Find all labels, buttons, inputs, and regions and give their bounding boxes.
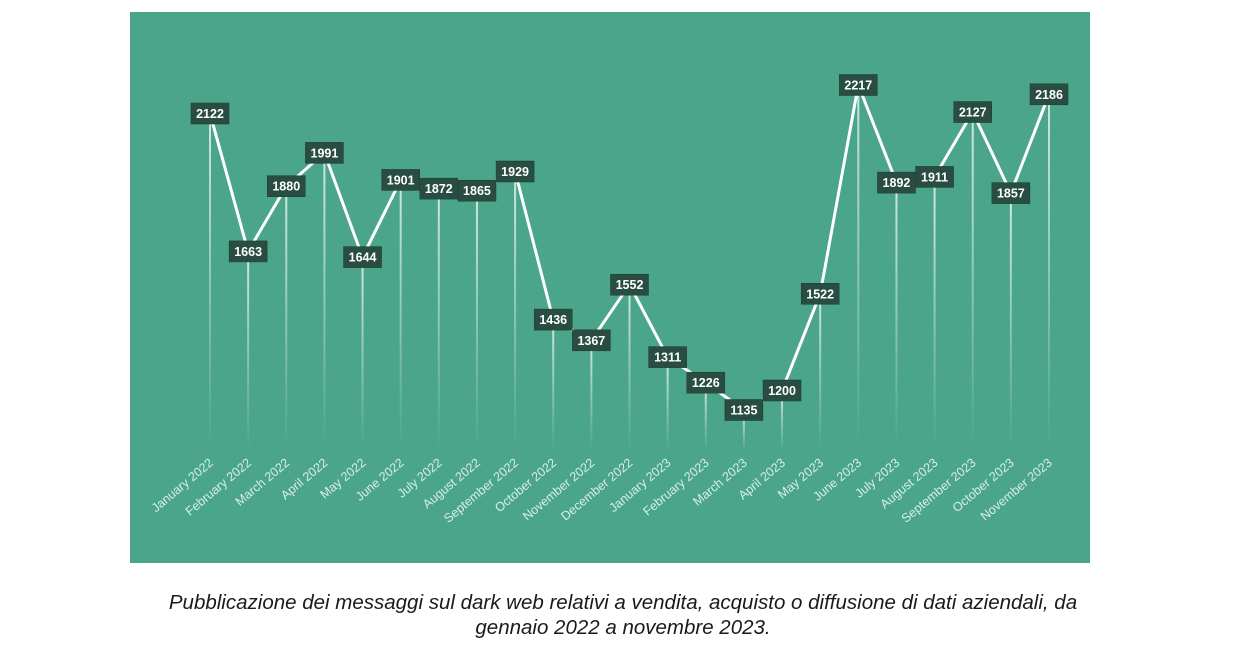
data-label: 1367 — [577, 334, 605, 348]
data-label-box — [915, 166, 954, 188]
drop-line — [971, 112, 974, 453]
drop-line — [1009, 193, 1012, 452]
data-label: 1663 — [234, 245, 262, 259]
figure-caption: Pubblicazione dei messaggi sul dark web … — [0, 590, 1246, 640]
x-tick-label: November 2023 — [978, 456, 1055, 524]
data-label: 1991 — [311, 146, 339, 160]
drop-line — [590, 340, 593, 452]
data-label: 1522 — [806, 287, 834, 301]
data-label-box — [953, 101, 992, 123]
drop-line — [704, 382, 707, 452]
data-label: 1226 — [692, 376, 720, 390]
drop-line — [361, 257, 364, 452]
data-label-box — [648, 346, 687, 368]
data-label-box — [1029, 83, 1069, 106]
data-label-box — [533, 308, 573, 331]
drop-line — [552, 319, 555, 452]
data-label-box — [190, 102, 230, 125]
data-label-box — [839, 74, 878, 96]
line-chart: 2122 1663 1880 1991 1644 1901 1872 1865 1929 1436… — [149, 74, 1069, 526]
data-label: 1880 — [272, 180, 300, 194]
drop-line — [819, 293, 822, 452]
data-label: 1929 — [501, 165, 529, 179]
caption-line-2: gennaio 2022 a novembre 2023. — [475, 616, 771, 639]
data-label: 1436 — [539, 313, 567, 327]
drop-line — [437, 188, 440, 452]
data-label: 1865 — [463, 184, 491, 198]
data-label: 1872 — [425, 182, 453, 196]
drop-line — [781, 390, 784, 452]
data-label: 1892 — [883, 176, 911, 190]
data-label: 2186 — [1035, 88, 1063, 102]
data-label-box — [610, 273, 649, 296]
data-label-box — [724, 399, 764, 421]
data-label: 1200 — [768, 384, 796, 398]
drop-line — [857, 85, 860, 452]
drop-line — [475, 190, 478, 452]
data-label: 1135 — [730, 404, 757, 418]
x-tick-label: February 2022 — [183, 456, 254, 519]
drop-line — [628, 284, 631, 452]
drop-line — [514, 171, 517, 452]
data-label-box — [457, 179, 497, 202]
caption-line-1: Pubblicazione dei messaggi sul dark web … — [168, 591, 1078, 614]
drop-line — [285, 186, 288, 452]
data-label: 1901 — [387, 173, 415, 187]
data-label: 1857 — [997, 187, 1025, 201]
data-label: 1644 — [349, 251, 377, 265]
data-label-box — [686, 371, 726, 394]
data-label-box — [800, 283, 840, 305]
x-tick-label: February 2023 — [640, 456, 711, 519]
drop-line — [399, 179, 402, 453]
drop-line — [247, 251, 250, 452]
data-label: 2122 — [196, 107, 224, 121]
drop-line — [933, 176, 936, 452]
drop-line — [666, 357, 669, 452]
drop-line — [895, 182, 898, 452]
data-label-box — [267, 175, 306, 197]
data-label-box — [343, 246, 382, 268]
data-label-box — [305, 142, 344, 164]
data-label: 1911 — [921, 170, 948, 184]
data-label-box — [495, 160, 535, 183]
drop-line — [742, 410, 745, 452]
drop-line — [1048, 94, 1050, 452]
data-label: 1552 — [616, 278, 644, 292]
data-label-box — [228, 240, 268, 263]
data-label: 2127 — [959, 106, 987, 120]
drop-line — [209, 113, 211, 452]
data-label-box — [991, 182, 1031, 204]
chart-panel: 2122 1663 1880 1991 1644 1901 1872 1865 1929 1436… — [130, 12, 1090, 563]
data-label-box — [572, 329, 611, 352]
data-label: 2217 — [844, 79, 872, 93]
data-label-box — [762, 379, 802, 402]
drop-line — [323, 152, 326, 452]
data-label: 1311 — [654, 351, 681, 365]
